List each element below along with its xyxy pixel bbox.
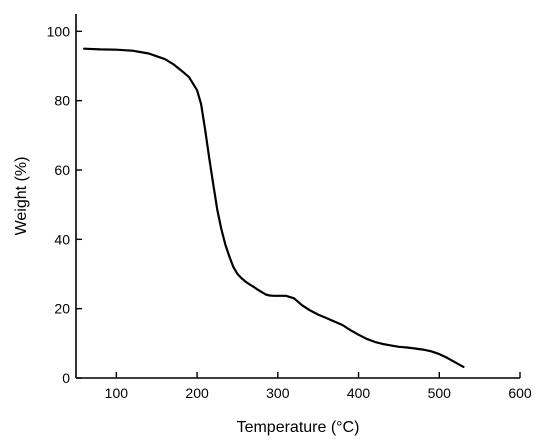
weight-curve — [83, 47, 465, 368]
y-tick-label-40: 40 — [54, 231, 70, 247]
x-axis-label: Temperature (°C) — [237, 419, 360, 436]
x-tick-label-400: 400 — [347, 385, 371, 401]
y-tick-label-60: 60 — [54, 162, 70, 178]
x-ticks: 100 200 300 400 500 600 — [105, 372, 532, 401]
axes — [75, 14, 520, 379]
y-tick-label-20: 20 — [54, 301, 70, 317]
y-axis-label: Weight (%) — [13, 157, 30, 236]
x-tick-label-300: 300 — [266, 385, 290, 401]
x-tick-label-100: 100 — [105, 385, 129, 401]
y-tick-label-100: 100 — [47, 23, 71, 39]
y-ticks: 0 20 40 60 80 100 — [47, 23, 82, 386]
x-tick-label-500: 500 — [428, 385, 452, 401]
y-tick-label-0: 0 — [62, 370, 70, 386]
x-tick-label-200: 200 — [185, 385, 209, 401]
y-tick-label-80: 80 — [54, 93, 70, 109]
x-tick-label-600: 600 — [508, 385, 532, 401]
